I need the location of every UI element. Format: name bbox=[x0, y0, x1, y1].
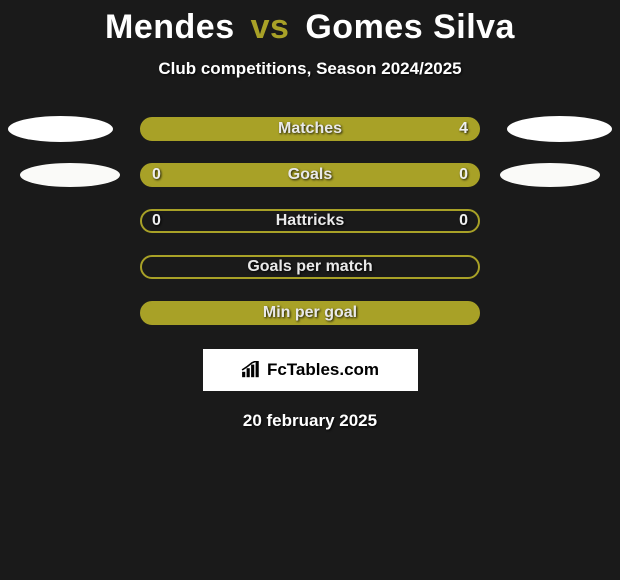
stat-label: Matches bbox=[278, 120, 342, 138]
stat-left-value: 0 bbox=[152, 166, 161, 184]
stat-bar: Min per goal bbox=[140, 301, 480, 325]
stat-bar: 0 Hattricks 0 bbox=[140, 209, 480, 233]
stat-right-value: 4 bbox=[459, 120, 468, 138]
subtitle: Club competitions, Season 2024/2025 bbox=[0, 59, 620, 79]
stat-row: Goals per match bbox=[0, 255, 620, 279]
stat-right-value: 0 bbox=[459, 212, 468, 230]
stat-bar: Matches 4 bbox=[140, 117, 480, 141]
stat-row: Matches 4 bbox=[0, 117, 620, 141]
stat-label: Goals per match bbox=[247, 258, 372, 276]
comparison-title: Mendes vs Gomes Silva bbox=[0, 0, 620, 47]
stat-right-value: 0 bbox=[459, 166, 468, 184]
stat-row: 0 Goals 0 bbox=[0, 163, 620, 187]
fctables-logo: FcTables.com bbox=[203, 349, 418, 391]
vs-separator: vs bbox=[251, 8, 290, 46]
stat-label: Min per goal bbox=[263, 304, 357, 322]
right-ellipse bbox=[500, 163, 600, 187]
stat-label: Goals bbox=[288, 166, 332, 184]
player1-name: Mendes bbox=[105, 8, 235, 46]
stat-bar: Goals per match bbox=[140, 255, 480, 279]
left-ellipse bbox=[20, 163, 120, 187]
stat-row: Min per goal bbox=[0, 301, 620, 325]
left-ellipse bbox=[8, 116, 113, 142]
bar-chart-icon bbox=[241, 361, 263, 379]
player2-name: Gomes Silva bbox=[305, 8, 515, 46]
stat-bar: 0 Goals 0 bbox=[140, 163, 480, 187]
stat-row: 0 Hattricks 0 bbox=[0, 209, 620, 233]
date-text: 20 february 2025 bbox=[0, 411, 620, 431]
logo-text: FcTables.com bbox=[267, 360, 379, 380]
stats-container: Matches 4 0 Goals 0 0 Hattricks 0 Goals per matc… bbox=[0, 117, 620, 325]
right-ellipse bbox=[507, 116, 612, 142]
stat-left-value: 0 bbox=[152, 212, 161, 230]
stat-label: Hattricks bbox=[276, 212, 344, 230]
